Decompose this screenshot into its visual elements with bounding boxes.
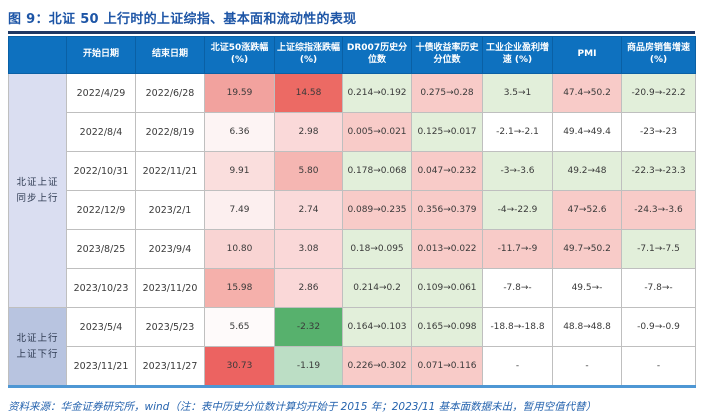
cell-end-date: 2023/11/20 xyxy=(135,268,205,308)
data-cell: 0.164→0.103 xyxy=(342,307,412,347)
data-cell: 49.4→49.4 xyxy=(552,112,622,152)
data-cell: 49.7→50.2 xyxy=(552,229,622,269)
data-cell: 5.80 xyxy=(274,151,343,191)
data-cell: 0.047→0.232 xyxy=(411,151,483,191)
data-cell: 3.08 xyxy=(274,229,343,269)
data-cell: 47→52.6 xyxy=(552,190,622,230)
data-cell: 0.356→0.379 xyxy=(411,190,483,230)
data-cell: 0.125→0.017 xyxy=(411,112,483,152)
data-cell: 0.089→0.235 xyxy=(342,190,412,230)
data-cell: -3→-3.6 xyxy=(482,151,553,191)
figure-title: 图 9：北证 50 上行时的上证综指、基本面和流动性的表现 xyxy=(8,6,695,34)
data-cell: 0.226→0.302 xyxy=(342,346,412,387)
cell-end-date: 2023/5/23 xyxy=(135,307,205,347)
data-cell: -4→-22.9 xyxy=(482,190,553,230)
column-header-8: PMI xyxy=(552,36,622,74)
data-cell: - xyxy=(621,346,696,387)
table-header: 开始日期 结束日期 北证50涨跌幅 (%) 上证综指涨跌幅 (%) DR007历史分位数… xyxy=(8,36,696,74)
data-cell: -20.9→-22.2 xyxy=(621,73,696,113)
header-row: 开始日期 结束日期 北证50涨跌幅 (%) 上证综指涨跌幅 (%) DR007历史分位数… xyxy=(8,36,696,74)
data-cell: 2.86 xyxy=(274,268,343,308)
data-cell: 5.65 xyxy=(204,307,275,347)
data-cell: 49.2→48 xyxy=(552,151,622,191)
column-header-0 xyxy=(8,36,67,74)
table-row: 北证上行 上证下行 2023/5/4 2023/5/23 5.65 -2.32 0.164… xyxy=(8,307,696,387)
data-cell: -22.3→-23.3 xyxy=(621,151,696,191)
row-group-label-1: 北证上行 上证下行 xyxy=(8,307,67,387)
cell-end-date: 2023/9/4 xyxy=(135,229,205,269)
data-cell: 30.73 xyxy=(204,346,275,387)
source-note: 资料来源：华金证券研究所，wind（注：表中历史分位数计算均开始于 2015 年… xyxy=(8,401,597,413)
column-header-2: 结束日期 xyxy=(135,36,205,74)
data-cell: -7.1→-7.5 xyxy=(621,229,696,269)
data-cell: 10.80 xyxy=(204,229,275,269)
data-cell: 49.5→- xyxy=(552,268,622,308)
data-cell: 0.275→0.28 xyxy=(411,73,483,113)
column-header-6: 十债收益率历史分位数 xyxy=(411,36,483,74)
table-row: 2023/10/23 2023/11/20 15.98 2.86 0.214→0.2 0.… xyxy=(9,268,696,308)
table-body: 北证上证 同步上行 2022/4/29 2022/6/28 19.59 14.58 0.2… xyxy=(8,73,696,387)
table-row: 2022/10/31 2022/11/21 9.91 5.80 0.178→0.068 0… xyxy=(9,151,696,191)
data-cell: -7.8→- xyxy=(482,268,553,308)
data-cell: 47.4→50.2 xyxy=(552,73,622,113)
cell-end-date: 2023/2/1 xyxy=(135,190,205,230)
table-row: 2023/8/25 2023/9/4 10.80 3.08 0.18→0.095 0.01… xyxy=(9,229,696,269)
data-cell: -2.32 xyxy=(274,307,343,347)
data-cell: 0.013→0.022 xyxy=(411,229,483,269)
data-cell: 0.071→0.116 xyxy=(411,346,483,387)
cell-start-date: 2023/5/4 xyxy=(66,307,136,347)
cell-start-date: 2023/11/21 xyxy=(66,346,136,387)
data-cell: 48.8→48.8 xyxy=(552,307,622,347)
data-cell: 2.98 xyxy=(274,112,343,152)
data-cell: 9.91 xyxy=(204,151,275,191)
cell-start-date: 2023/10/23 xyxy=(66,268,136,308)
data-cell: -7.8→- xyxy=(621,268,696,308)
data-cell: 0.18→0.095 xyxy=(342,229,412,269)
data-cell: -11.7→-9 xyxy=(482,229,553,269)
data-cell: 7.49 xyxy=(204,190,275,230)
data-cell: - xyxy=(482,346,553,387)
data-cell: 0.005→0.021 xyxy=(342,112,412,152)
column-header-5: DR007历史分位数 xyxy=(342,36,412,74)
data-cell: -1.19 xyxy=(274,346,343,387)
cell-start-date: 2022/4/29 xyxy=(66,73,136,113)
data-cell: -23→-23 xyxy=(621,112,696,152)
cell-start-date: 2022/8/4 xyxy=(66,112,136,152)
table-row: 北证上证 同步上行 2022/4/29 2022/6/28 19.59 14.58 0.2… xyxy=(8,73,696,308)
cell-end-date: 2022/6/28 xyxy=(135,73,205,113)
table-row: 2022/8/4 2022/8/19 6.36 2.98 0.005→0.021 0.12… xyxy=(9,112,696,152)
table-row: 2023/11/21 2023/11/27 30.73 -1.19 0.226→0.30… xyxy=(9,346,696,387)
cell-end-date: 2022/11/21 xyxy=(135,151,205,191)
data-cell: 0.214→0.192 xyxy=(342,73,412,113)
data-cell: 3.5→1 xyxy=(482,73,553,113)
data-cell: 0.109→0.061 xyxy=(411,268,483,308)
cell-start-date: 2022/10/31 xyxy=(66,151,136,191)
data-cell: 2.74 xyxy=(274,190,343,230)
data-cell: 0.178→0.068 xyxy=(342,151,412,191)
column-header-3: 北证50涨跌幅 (%) xyxy=(204,36,275,74)
column-header-9: 商品房销售增速 (%) xyxy=(621,36,696,74)
data-cell: 0.214→0.2 xyxy=(342,268,412,308)
data-cell: -18.8→-18.8 xyxy=(482,307,553,347)
data-cell: 0.165→0.098 xyxy=(411,307,483,347)
data-cell: -2.1→-2.1 xyxy=(482,112,553,152)
cell-start-date: 2023/8/25 xyxy=(66,229,136,269)
column-header-7: 工业企业盈利增速 (%) xyxy=(482,36,553,74)
column-header-4: 上证综指涨跌幅 (%) xyxy=(274,36,343,74)
data-cell: -0.9→-0.9 xyxy=(621,307,696,347)
table-row: 2022/12/9 2023/2/1 7.49 2.74 0.089→0.235 0.35… xyxy=(9,190,696,230)
data-cell: 15.98 xyxy=(204,268,275,308)
data-cell: 14.58 xyxy=(274,73,343,113)
cell-end-date: 2023/11/27 xyxy=(135,346,205,387)
figure-9-table: 开始日期 结束日期 北证50涨跌幅 (%) 上证综指涨跌幅 (%) DR007历史分位数… xyxy=(8,36,696,388)
row-group-label-0: 北证上证 同步上行 xyxy=(8,73,67,308)
data-cell: 19.59 xyxy=(204,73,275,113)
column-header-1: 开始日期 xyxy=(66,36,136,74)
data-cell: 6.36 xyxy=(204,112,275,152)
cell-end-date: 2022/8/19 xyxy=(135,112,205,152)
data-cell: - xyxy=(552,346,622,387)
cell-start-date: 2022/12/9 xyxy=(66,190,136,230)
data-cell: -24.3→-3.6 xyxy=(621,190,696,230)
